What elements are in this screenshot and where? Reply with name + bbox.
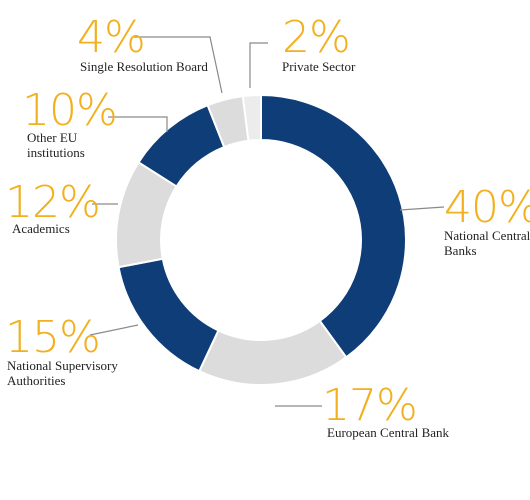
label-other-eu-institutions-line-2: institutions bbox=[27, 145, 85, 160]
leader-other-eu-institutions bbox=[108, 116, 168, 132]
leader-national-central-banks bbox=[399, 206, 445, 211]
leader-private-sector bbox=[249, 42, 268, 88]
leader-national-supervisory-authorities bbox=[89, 324, 139, 336]
slices bbox=[115, 93, 407, 386]
slice-private-sector bbox=[241, 93, 262, 142]
percent-academics: 12% bbox=[5, 177, 100, 228]
percent-european-central-bank: 17% bbox=[322, 380, 417, 431]
label-national-central-banks-line-2: Banks bbox=[444, 243, 477, 258]
percent-private-sector: 2% bbox=[282, 12, 350, 63]
percent-single-resolution-board: 4% bbox=[77, 12, 145, 63]
percent-national-supervisory-authorities: 15% bbox=[5, 312, 100, 363]
slice-national-supervisory-authorities bbox=[117, 257, 220, 373]
slice-national-central-banks bbox=[260, 93, 407, 359]
label-other-eu-institutions-line-1: Other EU bbox=[27, 130, 78, 145]
leader-single-resolution-board bbox=[134, 36, 223, 94]
slice-european-central-bank bbox=[197, 319, 348, 386]
percent-national-central-banks: 40% bbox=[444, 182, 530, 233]
label-academics: Academics bbox=[12, 221, 70, 236]
leader-lines bbox=[89, 36, 445, 407]
label-national-supervisory-authorities-line-1: National Supervisory bbox=[7, 358, 118, 373]
label-private-sector: Private Sector bbox=[282, 59, 356, 74]
label-single-resolution-board: Single Resolution Board bbox=[80, 59, 208, 74]
label-national-supervisory-authorities-line-2: Authorities bbox=[7, 373, 66, 388]
label-national-central-banks-line-1: National Central bbox=[444, 228, 530, 243]
percent-other-eu-institutions: 10% bbox=[22, 85, 117, 136]
label-european-central-bank: European Central Bank bbox=[327, 425, 450, 440]
